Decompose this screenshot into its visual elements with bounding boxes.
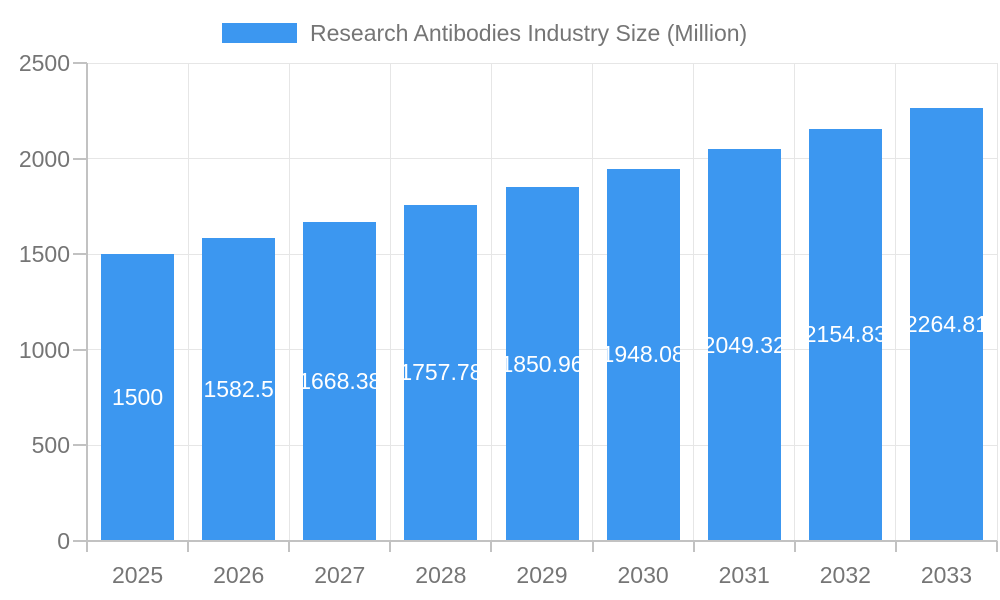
x-axis-tick-mark [591,541,594,552]
bar-value-label: 1948.08 [606,341,680,368]
gridline-vertical [693,63,695,541]
x-axis-tick-mark [389,541,392,552]
x-axis-line [87,540,997,542]
gridline-horizontal [87,158,997,160]
x-axis-tick-label: 2025 [111,562,164,588]
gridline-vertical [895,63,897,541]
x-axis-tick-mark [894,541,897,552]
x-axis-tick-label: 2027 [314,562,366,588]
y-axis-tick-mark [73,348,87,351]
bar-2031[interactable]: 2049.32 [707,149,781,541]
y-axis-tick-mark [73,62,87,64]
y-axis-tick-label: 500 [31,432,70,459]
bar-2032[interactable]: 2154.83 [808,128,882,541]
bar-value-label: 2264.81 [909,310,983,337]
y-axis-tick-label: 1500 [18,241,70,268]
x-axis-tick-mark [86,541,88,552]
gridline-vertical [288,63,290,541]
y-axis-tick-mark [73,540,87,542]
x-axis-tick-mark [793,541,796,552]
y-axis-tick-label: 1000 [18,336,70,363]
x-axis-tick-mark [996,541,998,552]
y-axis-line [86,63,88,552]
x-axis-tick-mark [187,541,190,552]
legend-swatch [222,23,297,43]
bar-2028[interactable]: 1757.78 [404,204,478,541]
gridline-horizontal [87,62,997,64]
x-axis-tick-label: 2033 [920,562,973,588]
y-axis-tick-label: 2500 [18,50,70,76]
y-axis-tick-label: 2000 [18,145,70,172]
x-axis-tick-label: 2030 [617,562,669,588]
gridline-vertical [389,63,391,541]
x-axis-tick-label: 2031 [718,562,770,588]
y-axis-tick-mark [73,253,87,256]
legend-item[interactable]: Research Antibodies Industry Size (Milli… [222,20,747,46]
y-axis-tick-label: 0 [57,528,70,554]
gridline-vertical [592,63,594,541]
bar-2033[interactable]: 2264.81 [909,107,983,541]
bar-value-label: 1757.78 [404,359,478,386]
x-axis-tick-label: 2026 [213,562,265,588]
bar-2026[interactable]: 1582.5 [202,238,276,541]
bar-2025[interactable]: 1500 [101,254,175,541]
legend-label: Research Antibodies Industry Size (Milli… [310,19,748,46]
x-axis-tick-mark [490,541,493,552]
y-axis-tick-mark [73,444,87,447]
bar-value-label: 2049.32 [707,331,781,358]
bar-value-label: 1500 [111,384,164,411]
x-axis-tick-label: 2032 [819,562,871,588]
bar-value-label: 2154.83 [808,321,882,348]
bar-2029[interactable]: 1850.96 [505,187,579,541]
bar-value-label: 1582.5 [203,376,274,403]
gridline-vertical [187,63,189,541]
bar-2027[interactable]: 1668.38 [303,222,377,541]
bar-value-label: 1850.96 [505,350,579,377]
x-axis-tick-mark [692,541,695,552]
x-axis-tick-label: 2028 [415,562,467,588]
bar-2030[interactable]: 1948.08 [606,168,680,541]
x-axis-tick-mark [288,541,291,552]
bar-value-label: 1668.38 [303,367,377,394]
gridline-vertical [996,63,998,541]
gridline-vertical [794,63,796,541]
y-axis-tick-mark [73,157,87,160]
x-axis-tick-label: 2029 [516,562,568,588]
gridline-vertical [490,63,492,541]
